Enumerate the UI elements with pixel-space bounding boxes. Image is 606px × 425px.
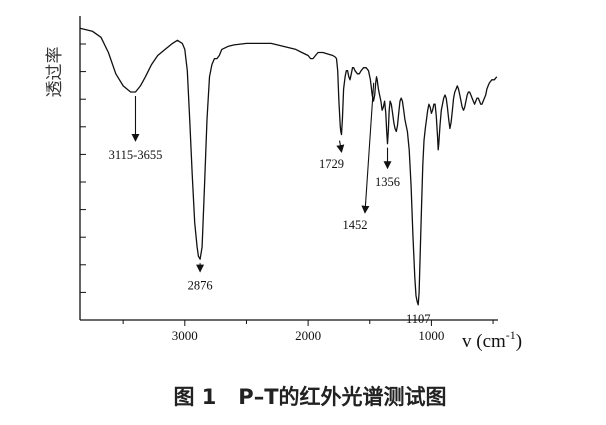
y-axis-label: 透过率: [45, 47, 65, 98]
x-axis-label-close: ): [516, 331, 522, 352]
peak-annotations: 3115-3655 2876 1729 1452 1356 1107: [109, 82, 431, 326]
x-axis-label: v (cm-1): [462, 328, 522, 352]
x-axis-label-sup: -1: [506, 328, 516, 342]
annotation-label: 1452: [342, 218, 367, 232]
annotation-label: 3115-3655: [109, 148, 163, 162]
annotation-label: 1729: [319, 157, 344, 171]
annotation-label: 2876: [188, 279, 213, 293]
spectrum-series-line: [79, 27, 498, 306]
x-tick-label: 3000: [172, 328, 198, 343]
figure-caption: 图 1 P–T的红外光谱测试图: [173, 385, 446, 409]
annotation-label: 1107: [406, 312, 431, 326]
y-ticks: [80, 43, 86, 321]
annotation-label: 1356: [375, 175, 400, 189]
axes: [79, 16, 498, 321]
x-tick-label: 1000: [418, 328, 444, 343]
annotation-arrow: [361, 82, 375, 214]
annotation-arrow: [336, 140, 345, 153]
x-ticks: 3000 2000 1000: [122, 320, 494, 343]
x-axis-label-main: v (cm: [462, 331, 506, 352]
x-tick-label: 2000: [295, 328, 321, 343]
